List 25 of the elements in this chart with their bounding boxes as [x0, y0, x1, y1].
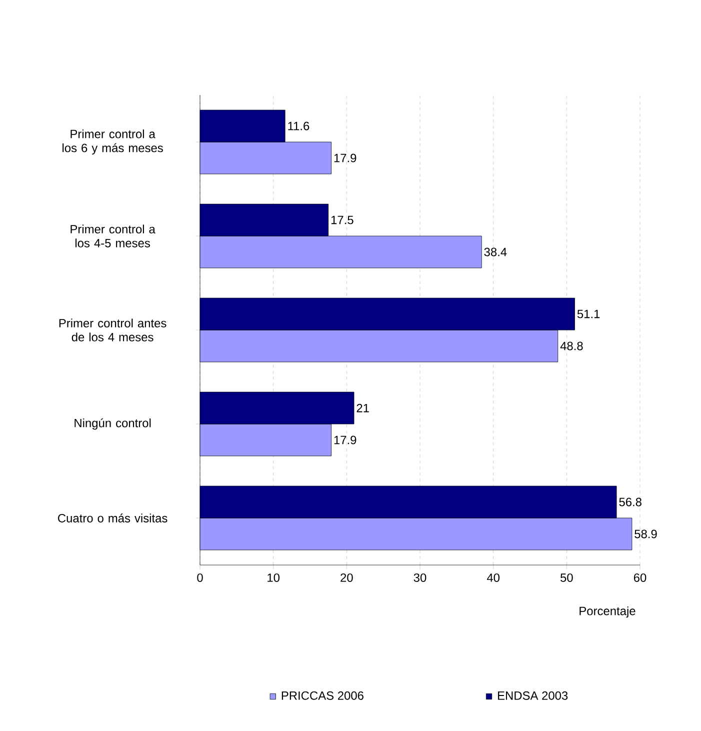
y-tick-label: Ningún control — [74, 418, 151, 430]
y-tick-label: Primer control antes de los 4 meses — [59, 318, 166, 342]
x-tick-label: 60 — [634, 573, 646, 582]
y-tick-label: Primer control a los 6 y más meses — [62, 129, 163, 155]
data-label: 17.9 — [334, 154, 356, 162]
data-label: 17.5 — [331, 216, 354, 224]
data-label: 38.4 — [484, 248, 507, 256]
y-tick-label: Primer control a los 4-5 meses — [70, 224, 156, 248]
data-label: 51.1 — [577, 310, 600, 318]
data-label: 21 — [356, 404, 369, 412]
x-tick-label: 20 — [340, 573, 353, 582]
x-tick-label: 40 — [486, 573, 500, 582]
data-label: 17.9 — [334, 436, 356, 444]
x-tick-label: 50 — [560, 573, 573, 582]
y-tick-label: Cuatro o más visitas — [58, 514, 168, 522]
data-label: 56.8 — [619, 498, 642, 506]
x-tick-label: 30 — [414, 573, 426, 582]
x-tick-label: 0 — [197, 573, 203, 582]
legend-label: PRICCAS 2006 — [282, 691, 364, 700]
x-axis-title: Porcentaje — [580, 606, 636, 618]
x-tick-label: 10 — [268, 573, 280, 582]
data-label: 11.6 — [288, 122, 310, 130]
legend-label: ENDSA 2003 — [498, 691, 568, 700]
data-label: 58.9 — [634, 530, 657, 538]
data-label: 48.8 — [560, 342, 583, 350]
